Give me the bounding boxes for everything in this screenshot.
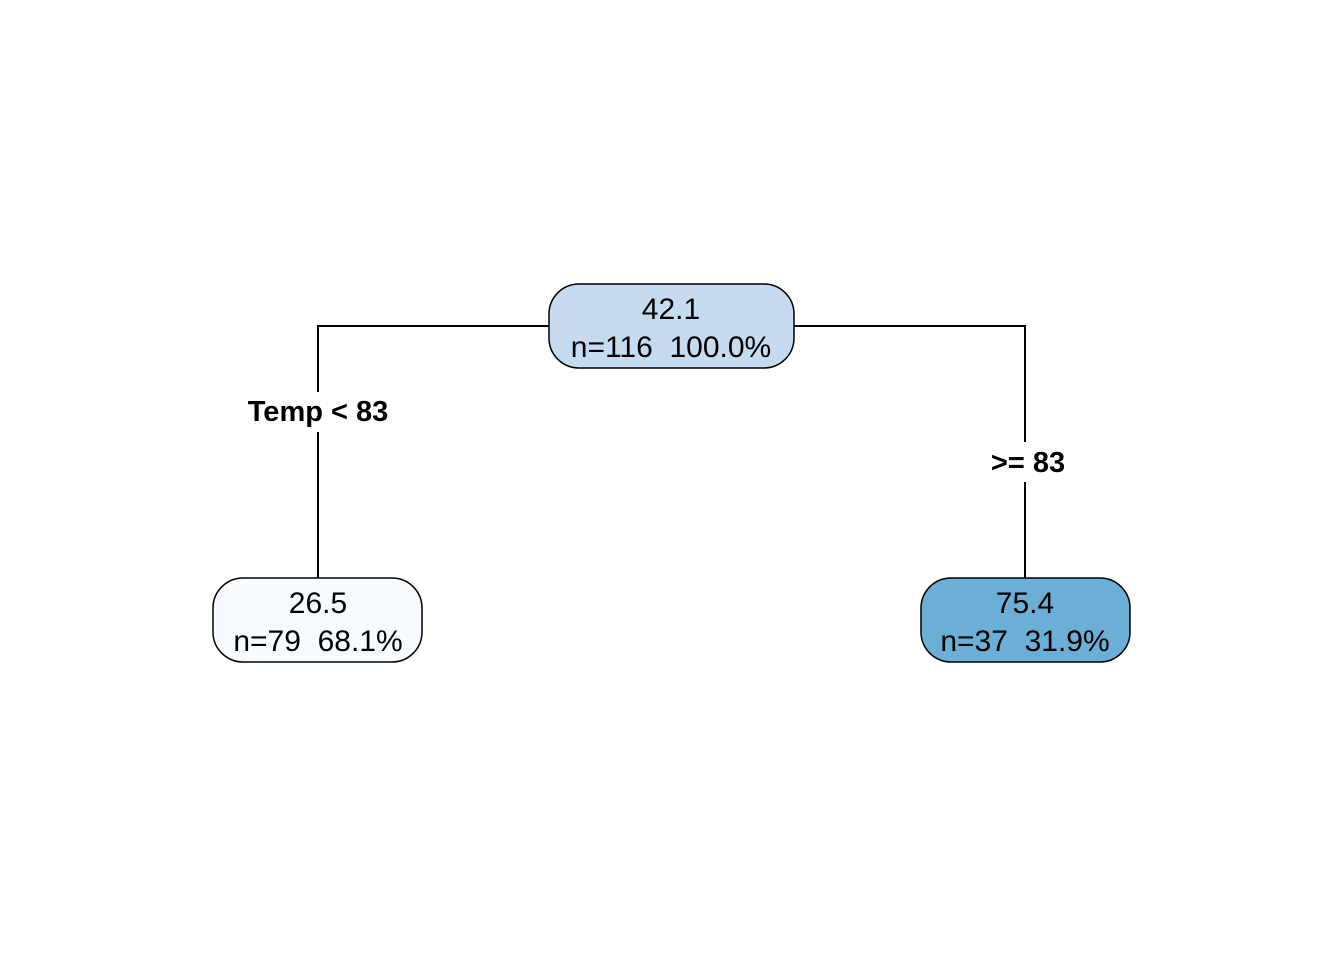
split-label-left: Temp < 83 (248, 396, 389, 428)
node-stats-left: n=79 68.1% (233, 625, 402, 658)
tree-node-right: 75.4 n=37 31.9% (920, 577, 1131, 663)
node-value-left: 26.5 (289, 587, 347, 620)
tree-node-left: 26.5 n=79 68.1% (212, 577, 423, 663)
node-stats-root: n=116 100.0% (571, 331, 771, 364)
node-value-root: 42.1 (642, 293, 700, 326)
node-box-left (212, 577, 423, 663)
node-box-root (548, 283, 795, 369)
node-box-right (920, 577, 1131, 663)
node-value-right: 75.4 (996, 587, 1054, 620)
split-label-right-group: >= 83 (982, 442, 1072, 482)
edge-root-to-right (794, 325, 1026, 578)
node-stats-right: n=37 31.9% (940, 625, 1109, 658)
split-label-left-group: Temp < 83 (236, 392, 402, 432)
tree-edges (317, 325, 1026, 578)
tree-node-root: 42.1 n=116 100.0% (548, 283, 795, 369)
split-label-right: >= 83 (991, 447, 1065, 479)
edge-root-to-left (317, 325, 550, 578)
